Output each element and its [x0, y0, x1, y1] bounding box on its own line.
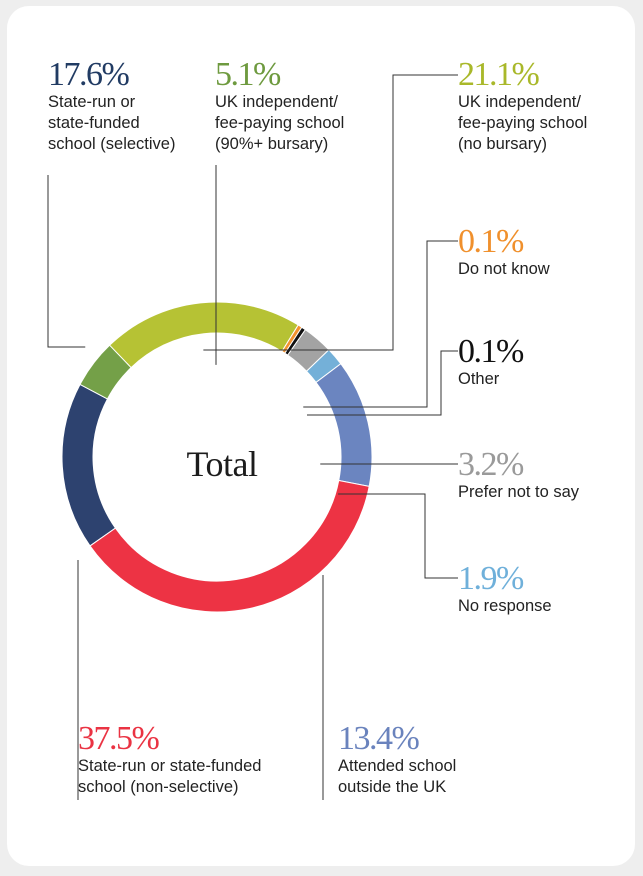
desc-prefer-not-to-say: Prefer not to say	[458, 483, 580, 501]
desc-no-response: No response	[458, 597, 552, 615]
label-state-non-selective: 37.5% State-run or state-funded school (…	[78, 722, 261, 798]
label-no-response: 1.9% No response	[458, 562, 552, 617]
center-label: Total	[186, 444, 258, 484]
desc-independent-bursary: UK independent/ fee-paying school (90%+ …	[215, 93, 345, 153]
desc-independent-no-bursary: UK independent/ fee-paying school (no bu…	[458, 93, 588, 153]
desc-state-non-selective: State-run or state-funded school (non-se…	[78, 757, 262, 796]
label-do-not-know: 0.1% Do not know	[458, 225, 550, 280]
desc-other: Other	[458, 370, 500, 388]
label-independent-bursary: 5.1% UK independent/ fee-paying school (…	[215, 58, 344, 155]
leader-do-not-know	[303, 240, 458, 408]
pct-prefer-not-to-say: 3.2%	[458, 446, 524, 483]
chart-card	[7, 6, 635, 866]
label-state-selective: 17.6% State-run or state-funded school (…	[48, 58, 175, 155]
slice-outside-uk	[315, 363, 373, 487]
slice-state-non-selective	[89, 479, 370, 613]
label-outside-uk: 13.4% Attended school outside the UK	[338, 722, 456, 798]
desc-outside-uk: Attended school outside the UK	[338, 757, 457, 796]
pct-no-response: 1.9%	[458, 560, 524, 597]
desc-do-not-know: Do not know	[458, 260, 550, 278]
leader-state-selective	[47, 175, 86, 348]
pct-do-not-know: 0.1%	[458, 223, 524, 260]
pct-other: 0.1%	[458, 333, 524, 370]
pct-independent-no-bursary: 21.1%	[458, 56, 540, 93]
desc-state-selective: State-run or state-funded school (select…	[48, 93, 176, 153]
label-other: 0.1% Other	[458, 333, 524, 390]
slice-independent-no-bursary	[108, 301, 299, 369]
label-prefer-not-to-say: 3.2% Prefer not to say	[458, 448, 579, 503]
slice-state-selective	[61, 383, 117, 547]
leader-independent-no-bursary	[203, 74, 458, 351]
pct-outside-uk: 13.4%	[338, 720, 420, 757]
pct-state-non-selective: 37.5%	[78, 720, 160, 757]
label-independent-no-bursary: 21.1% UK independent/ fee-paying school …	[458, 58, 587, 155]
pct-independent-bursary: 5.1%	[215, 56, 281, 93]
leader-no-response	[338, 493, 458, 579]
pct-state-selective: 17.6%	[48, 56, 130, 93]
leader-other	[306, 350, 458, 416]
